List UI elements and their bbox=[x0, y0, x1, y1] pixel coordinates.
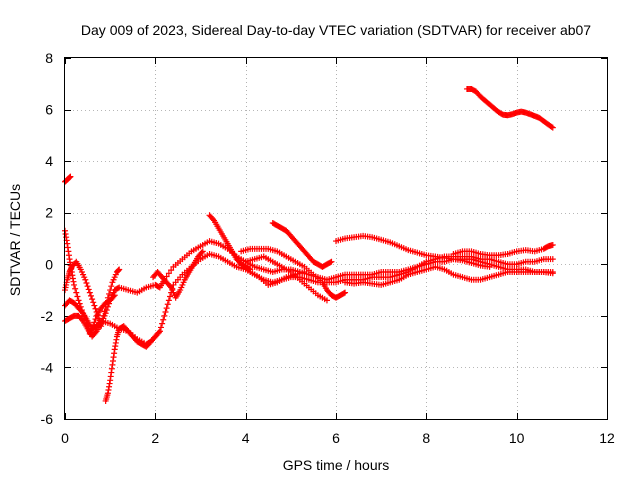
y-tick-label: -4 bbox=[41, 359, 54, 375]
data-point bbox=[168, 267, 175, 274]
data-point bbox=[165, 297, 172, 304]
data-point bbox=[108, 283, 115, 290]
chart-title: Day 009 of 2023, Sidereal Day-to-day VTE… bbox=[81, 22, 591, 38]
y-tick-label: 2 bbox=[45, 205, 53, 221]
data-point bbox=[164, 301, 171, 308]
data-point bbox=[104, 303, 111, 310]
y-tick-label: -6 bbox=[41, 411, 54, 427]
data-point bbox=[92, 305, 99, 312]
data-point bbox=[76, 300, 83, 307]
data-point bbox=[102, 310, 109, 317]
data-point bbox=[323, 297, 330, 304]
data-point bbox=[165, 270, 172, 277]
data-point bbox=[116, 266, 123, 273]
data-point bbox=[66, 174, 73, 181]
data-point bbox=[160, 316, 167, 323]
data-point bbox=[83, 279, 90, 286]
data-point bbox=[92, 329, 99, 336]
data-point bbox=[75, 297, 82, 304]
data-point bbox=[156, 328, 163, 335]
data-point bbox=[91, 319, 98, 326]
data-point bbox=[97, 319, 104, 326]
series-trace-10 bbox=[269, 220, 335, 270]
data-point bbox=[84, 283, 91, 290]
data-point bbox=[157, 324, 164, 331]
x-tick-label: 6 bbox=[332, 430, 340, 446]
x-tick-label: 4 bbox=[242, 430, 250, 446]
data-point bbox=[162, 308, 169, 315]
data-point bbox=[549, 270, 556, 277]
data-point bbox=[486, 263, 493, 270]
data-point bbox=[67, 173, 74, 180]
data-point bbox=[94, 312, 101, 319]
plot-border bbox=[64, 57, 608, 420]
series-trace-8 bbox=[206, 212, 254, 273]
y-tick-label: 6 bbox=[45, 102, 53, 118]
data-point bbox=[549, 124, 556, 131]
data-point bbox=[301, 269, 308, 276]
x-tick-label: 8 bbox=[422, 430, 430, 446]
series-trace-14 bbox=[342, 263, 556, 288]
data-point bbox=[73, 289, 80, 296]
data-point bbox=[159, 320, 166, 327]
axis-ticks: 0 2 4 6 8 10 12 -6 -4 -2 0 2 4 6 8 bbox=[41, 50, 615, 446]
data-point bbox=[209, 216, 216, 223]
y-tick-label: 4 bbox=[45, 153, 53, 169]
data-point bbox=[93, 308, 100, 315]
y-tick-label: 0 bbox=[45, 256, 53, 272]
data-point bbox=[90, 299, 97, 306]
data-point bbox=[167, 283, 174, 290]
data-points bbox=[62, 85, 556, 404]
x-tick-label: 0 bbox=[61, 430, 69, 446]
data-point bbox=[86, 289, 93, 296]
data-point bbox=[155, 329, 162, 336]
y-axis-label: SDTVAR / TECUs bbox=[7, 184, 23, 296]
data-point bbox=[246, 265, 253, 272]
x-axis-label: GPS time / hours bbox=[283, 457, 390, 473]
data-point bbox=[198, 249, 205, 256]
data-point bbox=[199, 248, 206, 255]
data-point bbox=[71, 281, 78, 288]
series-trace-7 bbox=[150, 248, 206, 301]
data-point bbox=[89, 296, 96, 303]
series-trace-9 bbox=[238, 245, 349, 301]
data-point bbox=[328, 258, 335, 265]
data-point bbox=[549, 241, 556, 248]
data-point bbox=[327, 259, 334, 266]
data-point bbox=[161, 312, 168, 319]
y-tick-label: 8 bbox=[45, 50, 53, 66]
data-point bbox=[91, 302, 98, 309]
data-point bbox=[549, 256, 556, 263]
data-point bbox=[72, 285, 79, 292]
data-point bbox=[106, 290, 113, 297]
series-trace-16 bbox=[463, 85, 556, 131]
series-trace-6 bbox=[102, 323, 163, 404]
series-trace-1 bbox=[62, 173, 74, 185]
data-point bbox=[87, 292, 94, 299]
data-point bbox=[82, 276, 89, 283]
y-tick-label: -2 bbox=[41, 308, 54, 324]
series-trace-15 bbox=[450, 241, 556, 259]
data-point bbox=[78, 316, 85, 323]
data-point bbox=[163, 305, 170, 312]
data-point bbox=[548, 123, 555, 130]
data-point bbox=[85, 286, 92, 293]
data-point bbox=[106, 300, 113, 307]
data-point bbox=[74, 293, 81, 300]
series-trace-13 bbox=[333, 232, 493, 270]
data-point bbox=[167, 293, 174, 300]
data-point bbox=[66, 174, 73, 181]
data-point bbox=[78, 308, 85, 315]
data-point bbox=[92, 316, 99, 323]
data-point bbox=[342, 289, 349, 296]
data-point bbox=[103, 307, 110, 314]
series-trace-12 bbox=[247, 269, 308, 288]
x-tick-label: 10 bbox=[509, 430, 525, 446]
data-point bbox=[163, 273, 170, 280]
x-tick-label: 2 bbox=[151, 430, 159, 446]
x-tick-label: 12 bbox=[599, 430, 615, 446]
data-point bbox=[340, 290, 347, 297]
